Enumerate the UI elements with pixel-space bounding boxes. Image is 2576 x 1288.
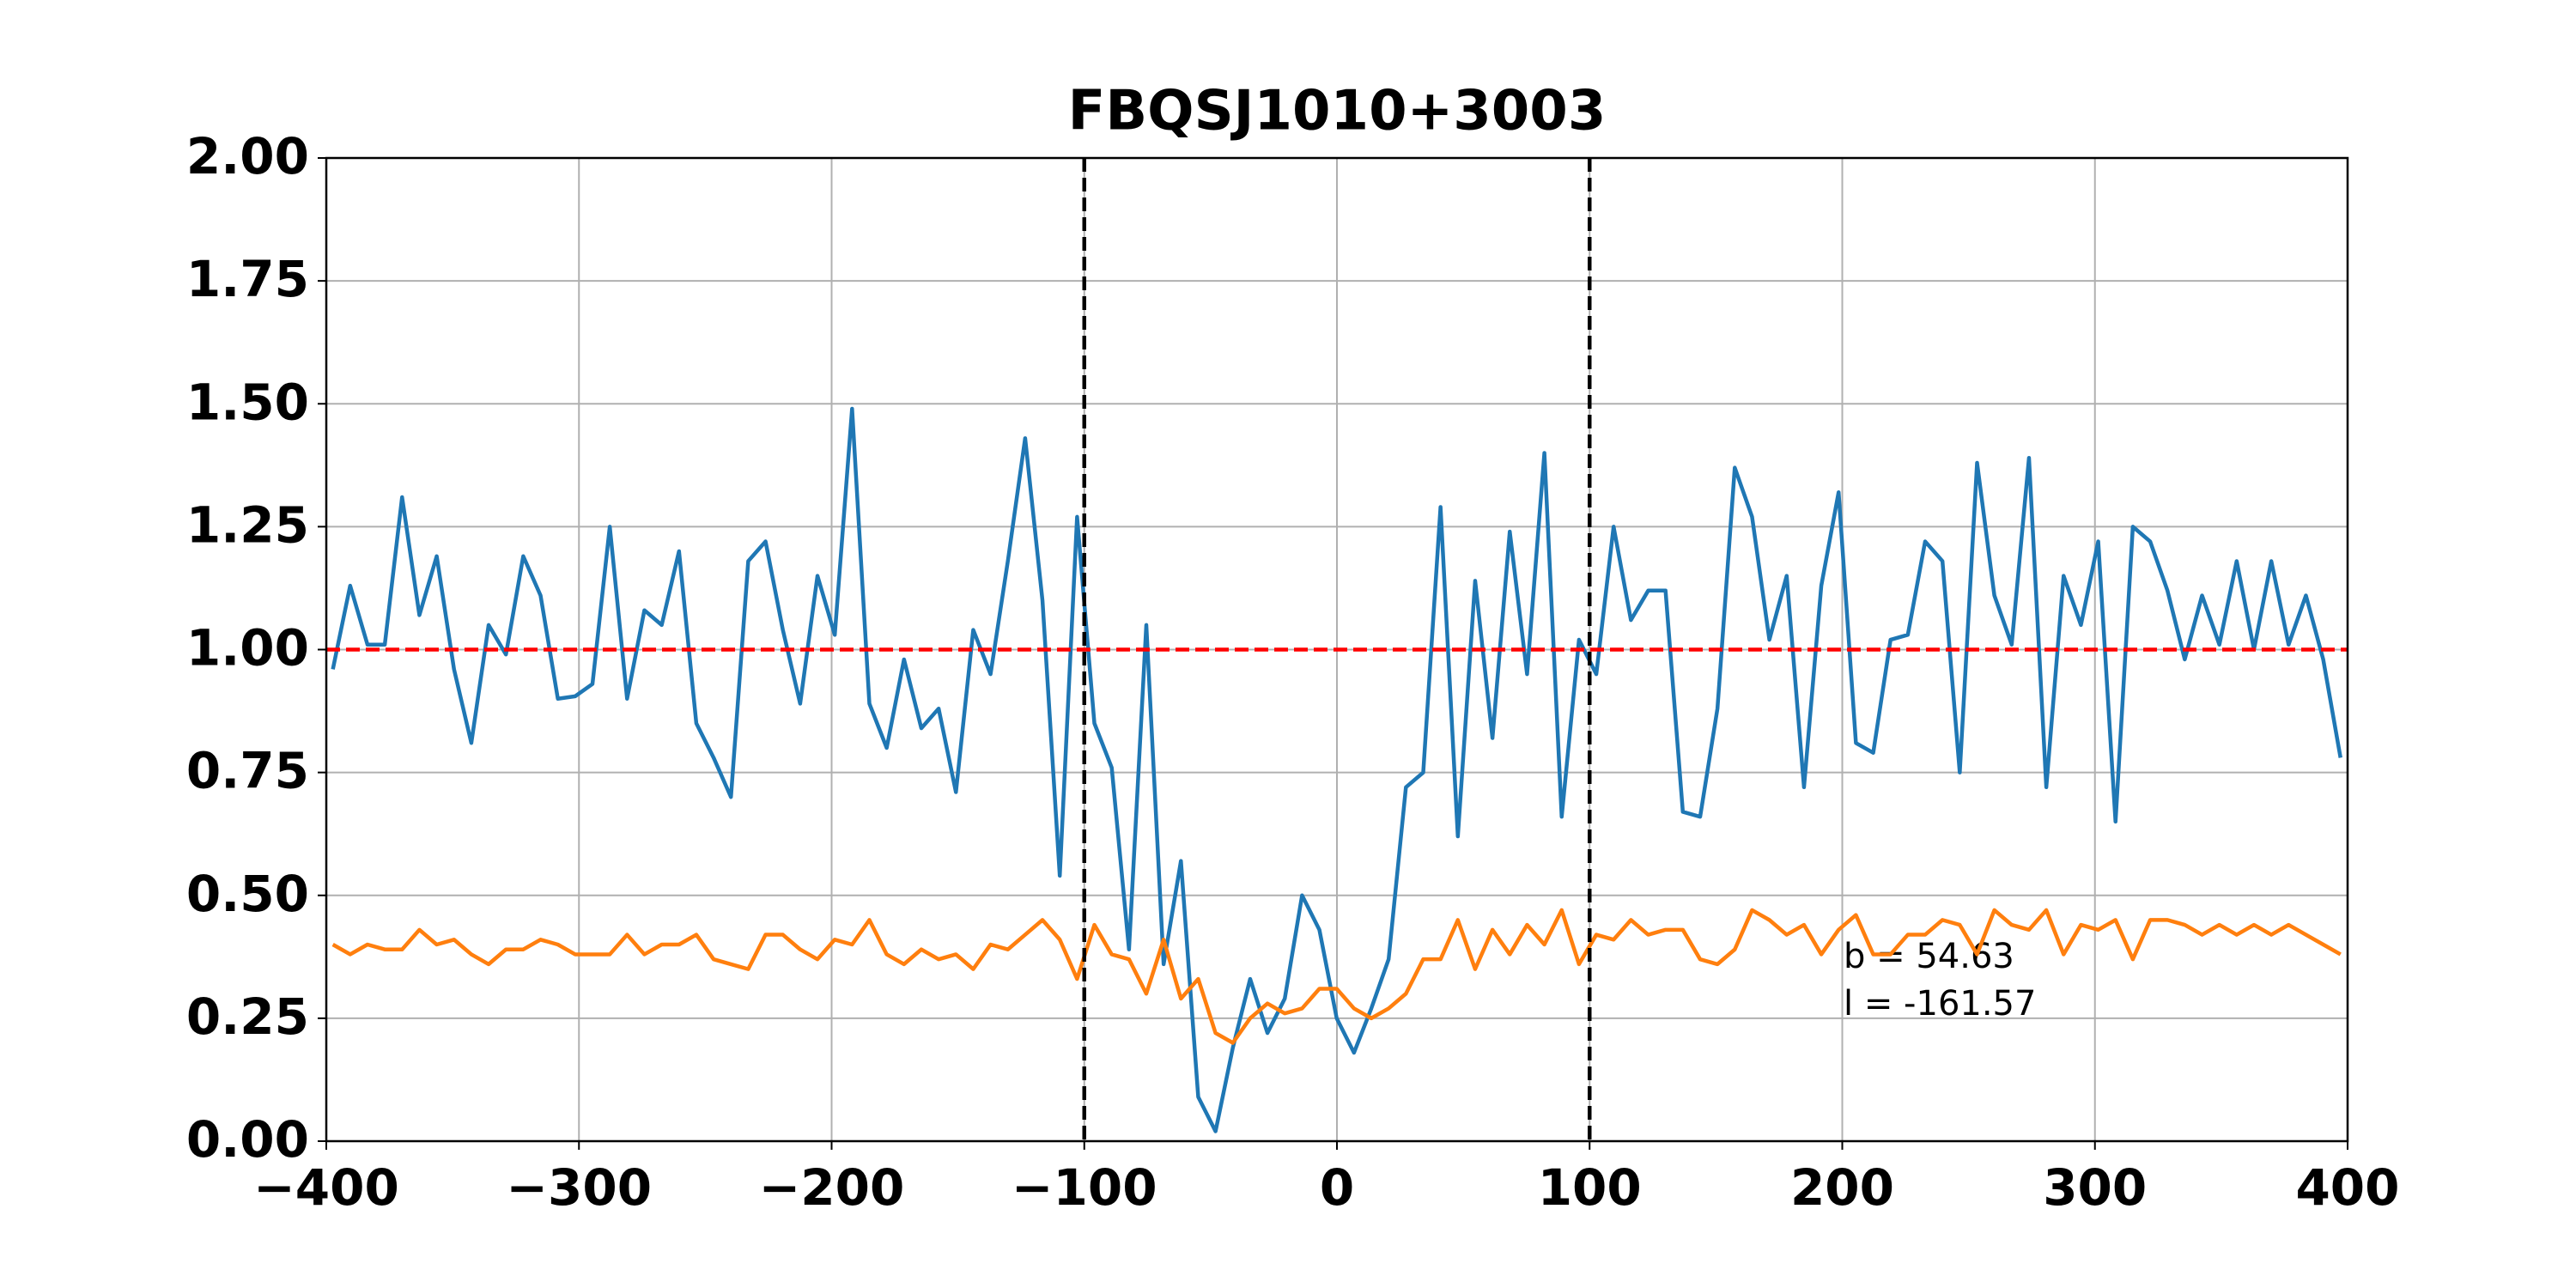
x-tick-label: 400 [2295,1158,2399,1217]
y-tick-label: 0.75 [186,742,309,800]
y-tick-label: 0.25 [186,987,309,1046]
axes-frame [325,156,2349,1143]
annotation: l = -161.57 [1844,984,2036,1024]
y-tick-label: 1.25 [186,495,309,554]
x-tick-label: 100 [1538,1158,1642,1217]
series-line [331,406,2342,1133]
y-tick-label: 1.50 [186,373,309,431]
x-tick-label: −400 [253,1158,399,1217]
x-tick-label: 300 [2043,1158,2147,1217]
annotation: b = 54.63 [1844,937,2014,976]
x-tick-label: −100 [1012,1158,1157,1217]
series-line [331,908,2342,1045]
x-tick-label: −300 [506,1158,652,1217]
y-tick-label: 2.00 [186,127,309,185]
chart-title: FBQSJ1010+3003 [1068,80,1607,143]
y-tick-label: 0.00 [186,1110,309,1169]
x-tick-label: −200 [759,1158,905,1217]
y-tick-label: 0.50 [186,865,309,923]
x-tick-label: 0 [1320,1158,1354,1217]
y-tick-label: 1.00 [186,619,309,677]
y-tick-label: 1.75 [186,250,309,308]
x-tick-label: 200 [1790,1158,1894,1217]
